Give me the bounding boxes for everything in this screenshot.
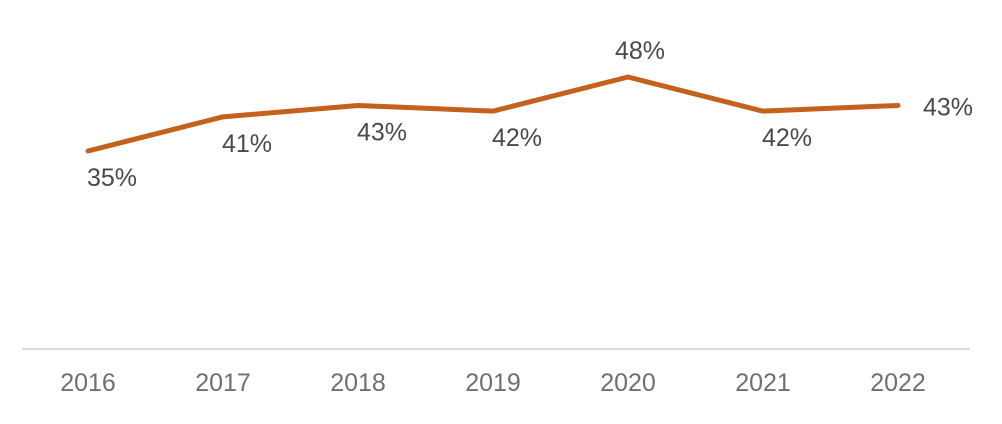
series-layer xyxy=(85,74,901,154)
data-label: 43% xyxy=(923,93,973,121)
x-tick-label: 2022 xyxy=(870,369,926,397)
x-tick-label: 2019 xyxy=(465,369,521,397)
x-tick-label: 2016 xyxy=(60,369,116,397)
x-tick-label: 2020 xyxy=(600,369,656,397)
x-tick-label: 2018 xyxy=(330,369,386,397)
data-label: 42% xyxy=(762,124,812,152)
data-label: 43% xyxy=(357,118,407,146)
series-line xyxy=(85,74,901,154)
data-label: 41% xyxy=(222,130,272,158)
data-label: 35% xyxy=(87,164,137,192)
x-tick-label: 2021 xyxy=(735,369,791,397)
data-label: 48% xyxy=(615,37,665,65)
x-tick-layer: 2016 2017 2018 2019 2020 2021 2022 xyxy=(60,369,926,397)
data-label: 42% xyxy=(492,124,542,152)
data-label-layer: 35% 41% 43% 42% 48% 42% 43% xyxy=(87,37,973,192)
x-tick-label: 2017 xyxy=(195,369,251,397)
